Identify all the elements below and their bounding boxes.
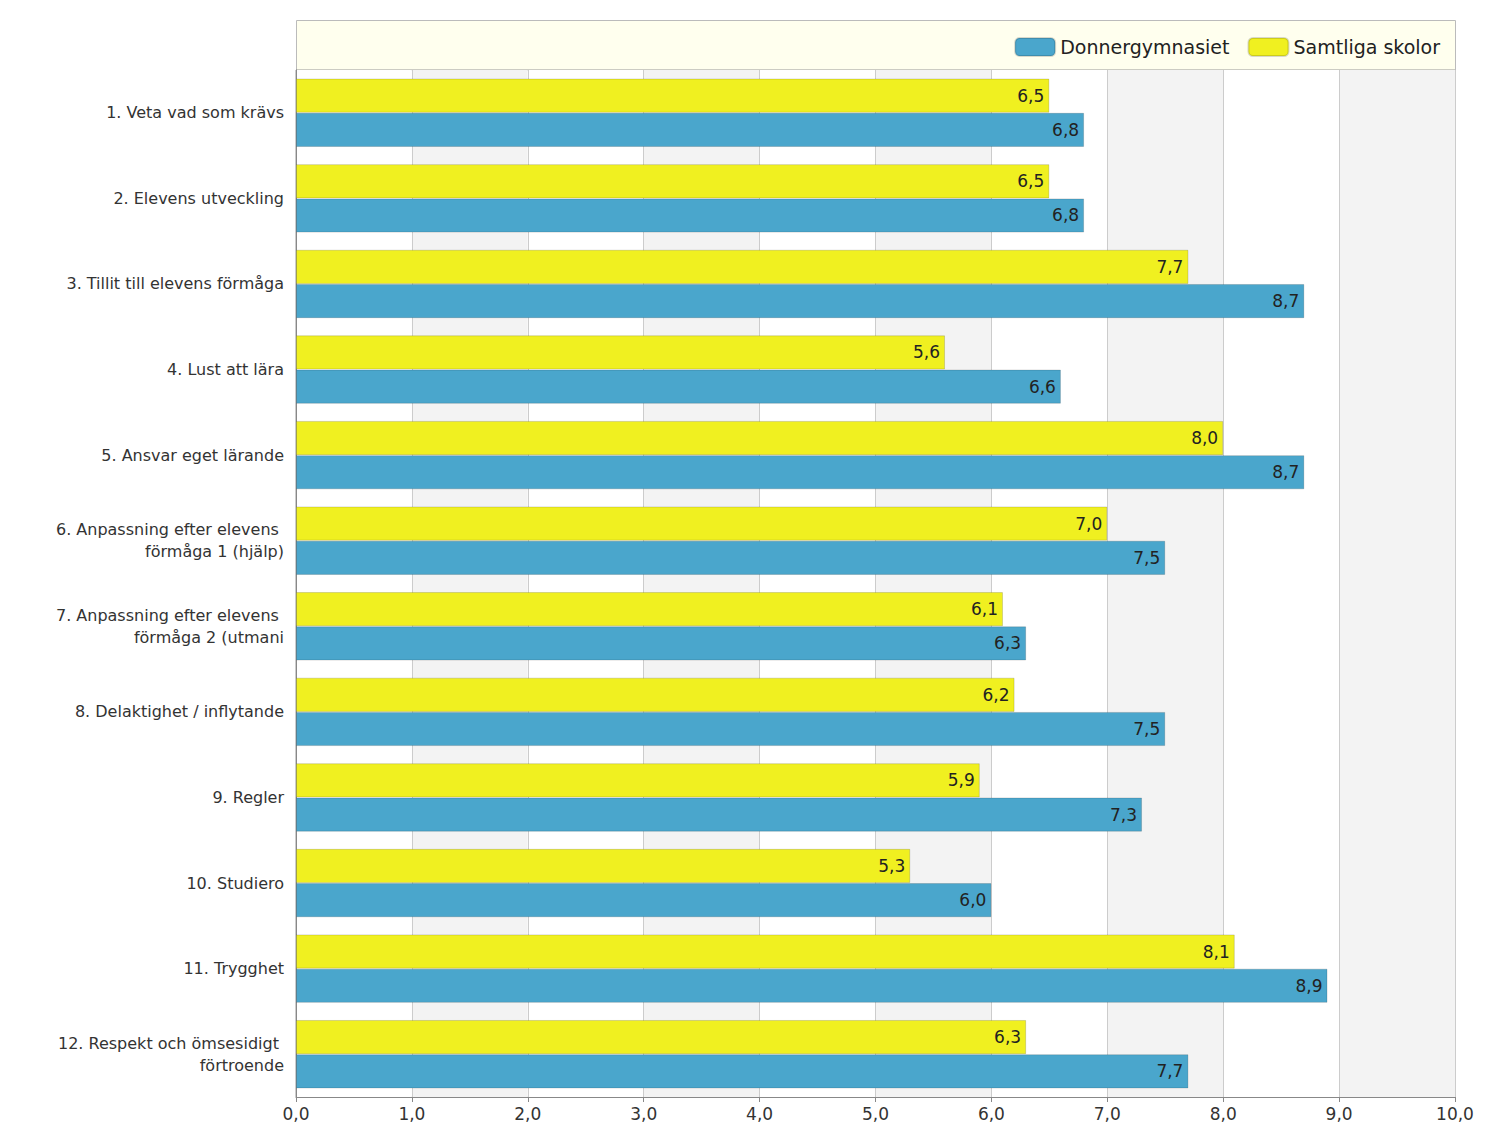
svg-text:6,0: 6,0: [978, 1104, 1005, 1124]
svg-text:5,9: 5,9: [948, 770, 975, 790]
svg-text:2,0: 2,0: [514, 1104, 541, 1124]
svg-text:6,2: 6,2: [983, 685, 1010, 705]
svg-text:10. Studiero: 10. Studiero: [186, 874, 284, 893]
svg-text:5. Ansvar eget lärande: 5. Ansvar eget lärande: [101, 446, 284, 465]
svg-text:8,0: 8,0: [1191, 428, 1218, 448]
svg-text:8,1: 8,1: [1203, 942, 1230, 962]
svg-text:5,6: 5,6: [913, 342, 940, 362]
svg-text:12. Respekt och ömsesidigt: 12. Respekt och ömsesidigt: [58, 1034, 284, 1053]
svg-text:0,0: 0,0: [282, 1104, 309, 1124]
svg-text:6,1: 6,1: [971, 599, 998, 619]
svg-text:Samtliga skolor: Samtliga skolor: [1293, 36, 1440, 58]
svg-text:8,7: 8,7: [1272, 291, 1299, 311]
svg-text:6. Anpassning efter elevens: 6. Anpassning efter elevens: [56, 520, 284, 539]
svg-text:6,0: 6,0: [959, 890, 986, 910]
svg-text:förmåga 1 (hjälp): förmåga 1 (hjälp): [145, 542, 284, 561]
svg-text:7,0: 7,0: [1094, 1104, 1121, 1124]
svg-text:Donnergymnasiet: Donnergymnasiet: [1060, 36, 1229, 58]
svg-text:7,7: 7,7: [1156, 1061, 1183, 1081]
svg-text:9,0: 9,0: [1326, 1104, 1353, 1124]
svg-text:6,3: 6,3: [994, 1027, 1021, 1047]
svg-text:förmåga 2 (utmani: förmåga 2 (utmani: [134, 628, 284, 647]
svg-text:3,0: 3,0: [630, 1104, 657, 1124]
svg-text:7. Anpassning efter elevens: 7. Anpassning efter elevens: [56, 606, 284, 625]
svg-text:6,8: 6,8: [1052, 120, 1079, 140]
svg-text:8,0: 8,0: [1210, 1104, 1237, 1124]
svg-text:1,0: 1,0: [398, 1104, 425, 1124]
svg-text:9. Regler: 9. Regler: [212, 788, 284, 807]
svg-text:7,7: 7,7: [1156, 257, 1183, 277]
svg-text:6,5: 6,5: [1017, 171, 1044, 191]
svg-text:6,5: 6,5: [1017, 86, 1044, 106]
svg-text:8,9: 8,9: [1295, 976, 1322, 996]
svg-text:7,3: 7,3: [1110, 805, 1137, 825]
svg-text:5,0: 5,0: [862, 1104, 889, 1124]
svg-text:7,5: 7,5: [1133, 719, 1160, 739]
svg-text:7,5: 7,5: [1133, 548, 1160, 568]
svg-text:8,7: 8,7: [1272, 462, 1299, 482]
svg-text:3. Tillit till elevens förmåga: 3. Tillit till elevens förmåga: [66, 274, 284, 293]
svg-text:1. Veta vad som krävs: 1. Veta vad som krävs: [106, 103, 284, 122]
svg-text:6,6: 6,6: [1029, 377, 1056, 397]
svg-text:förtroende: förtroende: [200, 1056, 284, 1075]
svg-text:5,3: 5,3: [878, 856, 905, 876]
svg-text:7,0: 7,0: [1075, 514, 1102, 534]
svg-text:6,8: 6,8: [1052, 205, 1079, 225]
svg-text:8. Delaktighet / inflytande: 8. Delaktighet / inflytande: [75, 702, 284, 721]
svg-text:2. Elevens utveckling: 2. Elevens utveckling: [113, 189, 284, 208]
svg-text:11. Trygghet: 11. Trygghet: [183, 959, 284, 978]
svg-text:10,0: 10,0: [1436, 1104, 1474, 1124]
svg-text:6,3: 6,3: [994, 633, 1021, 653]
svg-text:4. Lust att lära: 4. Lust att lära: [167, 360, 284, 379]
svg-text:4,0: 4,0: [746, 1104, 773, 1124]
